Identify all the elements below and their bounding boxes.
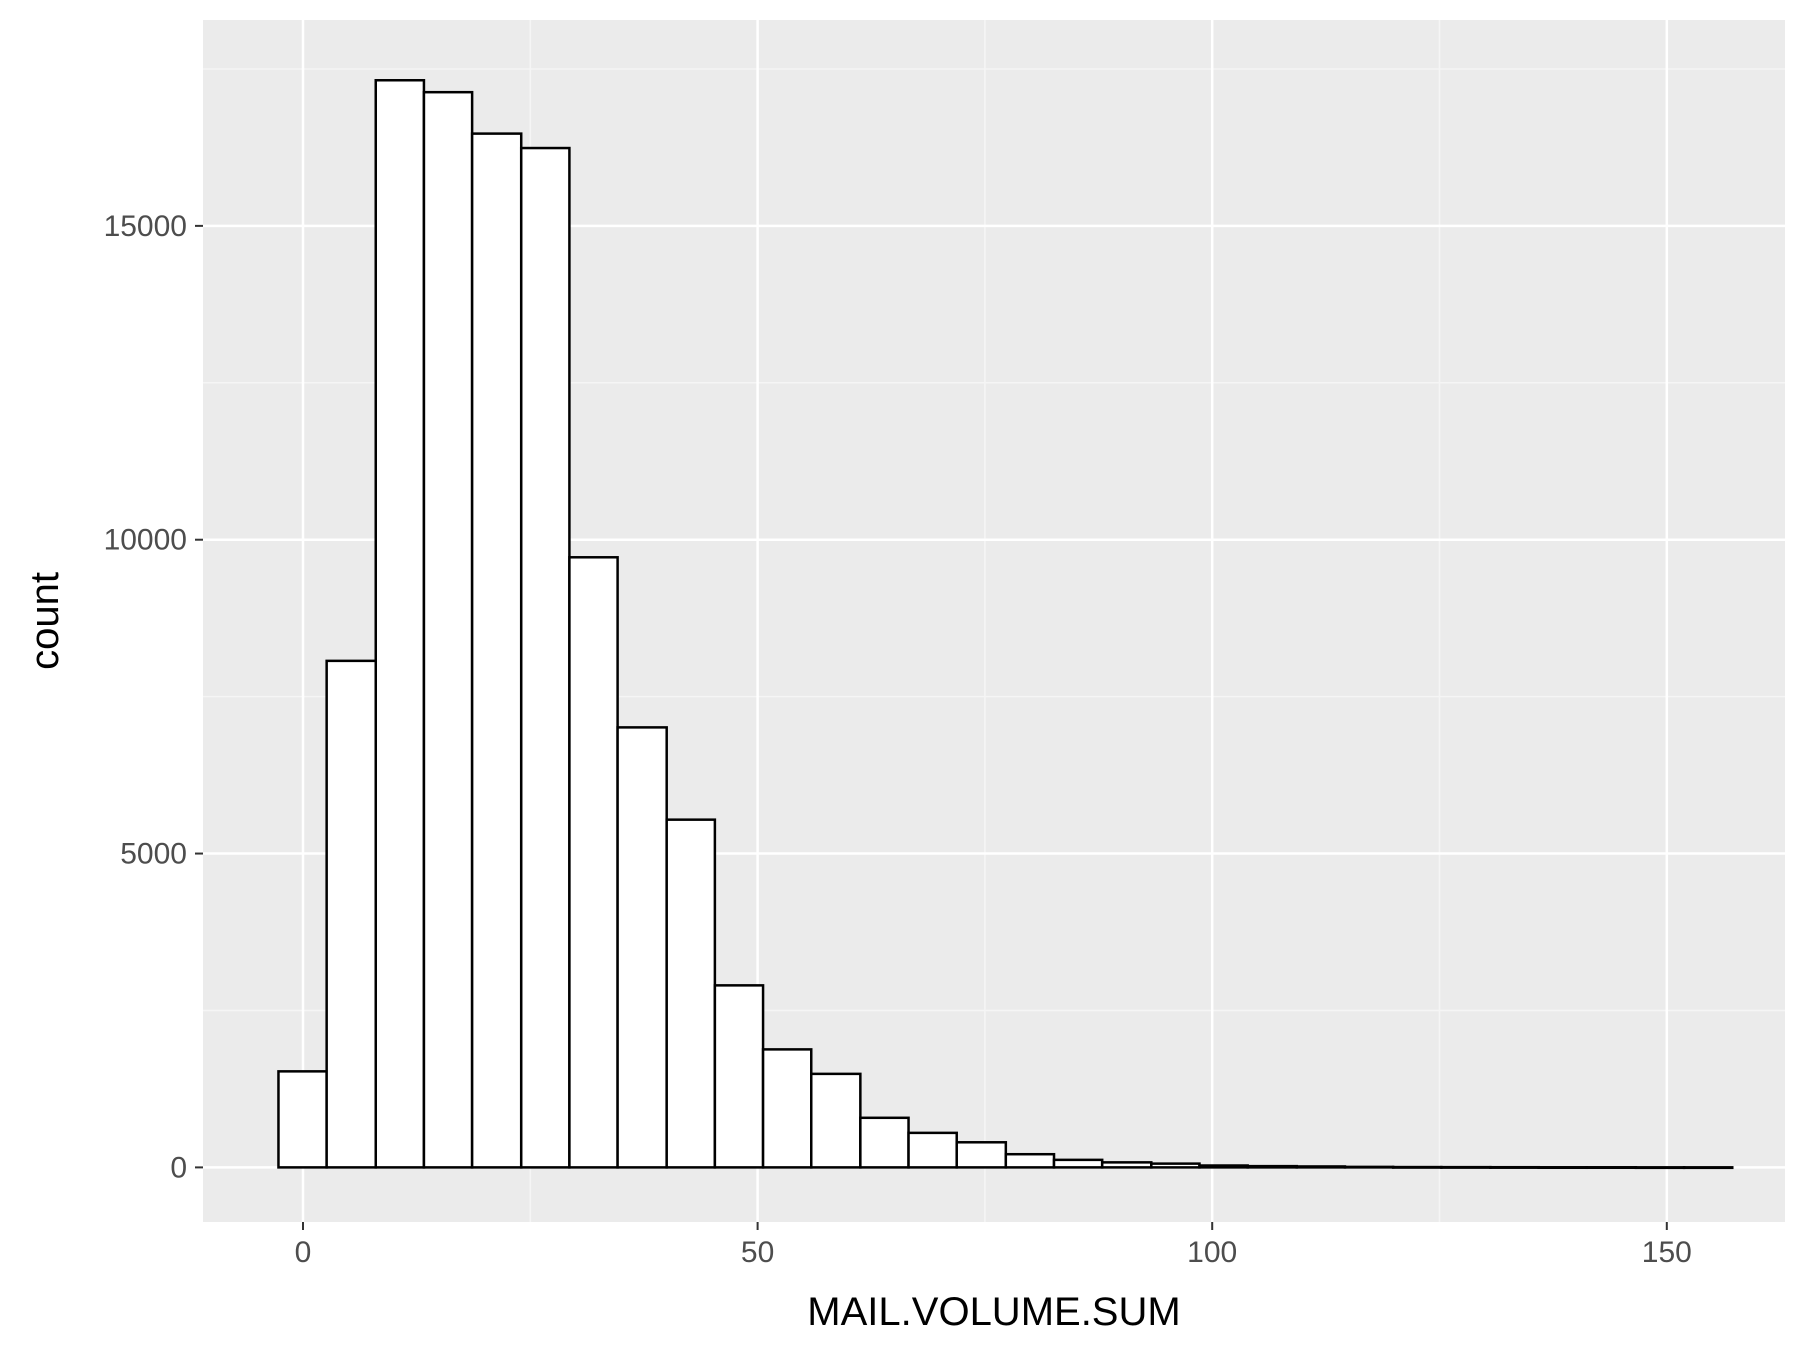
x-tick-label: 50 [741,1236,774,1269]
histogram-bar [1585,1166,1638,1170]
y-tick-label: 10000 [104,524,187,557]
x-axis-title: MAIL.VOLUME.SUM [807,1290,1180,1334]
y-tick-label: 5000 [120,838,187,871]
histogram-bar [1343,1165,1395,1169]
histogram-bar [470,132,523,1169]
histogram-bar [519,146,571,1169]
histogram-bar [955,1141,1008,1169]
histogram-bar [1682,1166,1734,1170]
x-tick-label: 150 [1642,1236,1692,1269]
histogram-bar [713,984,765,1169]
histogram-bar [422,90,474,1169]
histogram-bar [277,1070,328,1169]
histogram-bar [1391,1165,1443,1169]
x-axis-ticks: 0 50 100 150 [295,1222,1692,1269]
histogram-bar [1295,1165,1347,1169]
histogram-bar [810,1072,862,1169]
histogram-bar [1100,1161,1153,1169]
histogram-bars [277,79,1734,1170]
y-tick-label: 0 [170,1151,187,1184]
y-tick-label: 15000 [104,210,187,243]
x-tick-label: 0 [295,1236,312,1269]
histogram-bar [616,726,668,1169]
histogram-bar [1004,1152,1056,1169]
y-axis-title: count [23,572,67,670]
histogram-bar [568,556,619,1169]
histogram-bar [374,79,426,1169]
y-axis-ticks: 0 5000 10000 15000 [104,210,203,1184]
histogram-bar [1440,1165,1492,1169]
x-tick-label: 100 [1187,1236,1237,1269]
histogram-bar [859,1116,910,1169]
histogram-bar [1246,1164,1299,1169]
histogram-bar [1489,1165,1540,1169]
histogram-bar [1198,1164,1249,1169]
histogram-bar [1537,1166,1589,1170]
histogram-bar [665,818,717,1169]
histogram-bar [1150,1162,1201,1169]
histogram-bar [1634,1166,1686,1170]
histogram-bar [907,1131,958,1169]
histogram-bar [325,659,377,1169]
histogram-bar [1052,1158,1104,1169]
histogram-bar [761,1048,813,1169]
